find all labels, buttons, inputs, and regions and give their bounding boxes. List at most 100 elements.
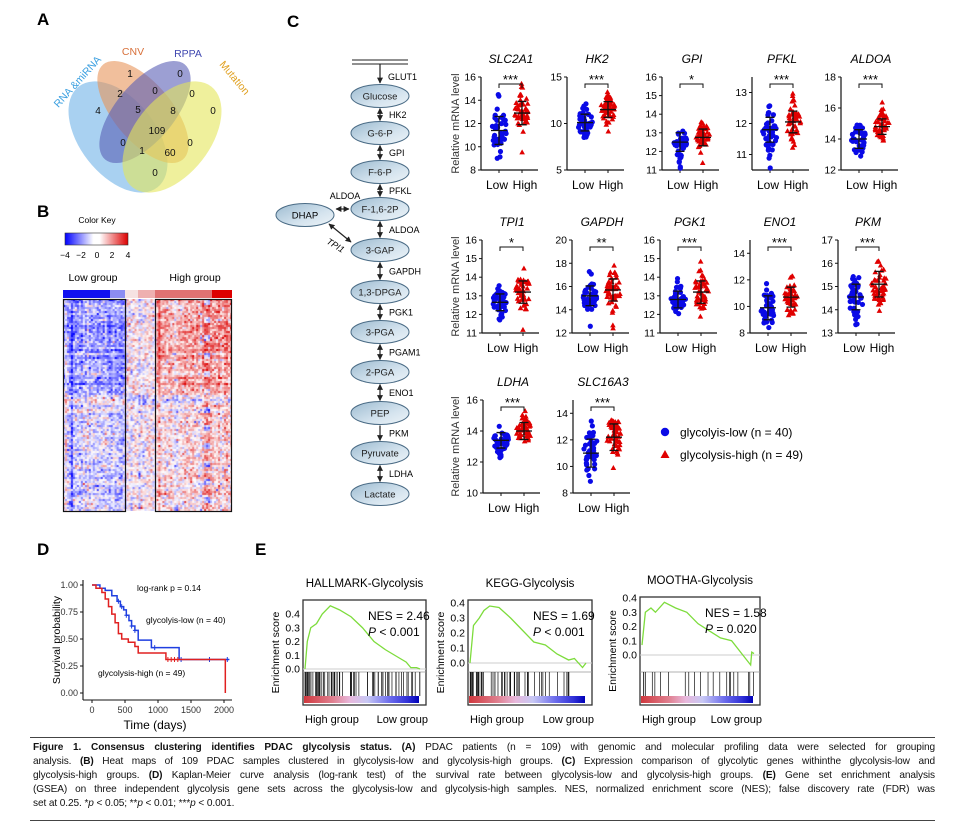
scatter-chart-pkm: 13 14 15 16 17 PKM Low High *** — [821, 215, 895, 355]
data-point-low — [502, 307, 509, 314]
data-point-high — [878, 110, 885, 116]
data-point-high — [604, 294, 610, 300]
data-point-low — [847, 298, 853, 305]
data-point-low — [850, 286, 856, 292]
data-point-high — [703, 279, 710, 285]
data-point-low — [588, 271, 594, 277]
x-tick-label: Low — [578, 501, 600, 515]
y-tick-label: 0.4 — [622, 593, 637, 605]
y-tick-label: 10 — [466, 488, 478, 500]
scatter-chart-pgk1: 11 12 13 14 15 16 PGK1 Low High *** — [643, 215, 717, 355]
venn-count: 1 — [127, 69, 133, 80]
x-tick-label: High — [513, 178, 538, 192]
data-point-low — [681, 130, 688, 136]
data-point-low — [498, 121, 504, 127]
data-point-low — [763, 281, 770, 287]
data-point-high — [523, 413, 529, 419]
y-tick-label: 0.2 — [285, 636, 300, 648]
y-tick-label: 14 — [464, 95, 476, 107]
data-point-high — [604, 89, 611, 95]
data-point-low — [592, 289, 599, 295]
y-tick-label: 15 — [643, 253, 655, 265]
x-tick-label: Low — [572, 178, 594, 192]
data-point-high — [883, 275, 889, 281]
data-point-low — [678, 152, 684, 158]
caption-line: (GSEA) on three independent glycolysis g… — [33, 783, 935, 797]
data-point-low — [683, 137, 690, 143]
venn-count: 0 — [210, 106, 216, 117]
data-point-low — [764, 287, 770, 293]
y-tick-label: 17 — [821, 235, 833, 247]
y-tick-label: 16 — [464, 72, 476, 84]
data-point-high — [515, 298, 522, 304]
p-symbol: P — [705, 622, 713, 636]
data-point-low — [853, 316, 859, 323]
data-point-low — [767, 165, 773, 171]
data-point-high — [697, 258, 704, 264]
color-key-tick: −4 — [60, 250, 70, 260]
y-axis-label: Enrichment score — [270, 611, 282, 693]
significance-bracket — [769, 83, 794, 88]
data-point-high — [610, 322, 616, 328]
y-tick-label: 0.1 — [285, 650, 300, 662]
data-point-high — [784, 306, 791, 312]
scatter-chart-slc2a1: 8 10 12 14 16 SLC2A1 Relative mRNA level Low Hig… — [450, 52, 538, 192]
x-tick-label: Low — [667, 178, 689, 192]
enzyme-label: GAPDH — [389, 267, 421, 277]
data-point-low — [496, 283, 502, 289]
data-point-high — [879, 291, 886, 297]
x-tick-label: 0 — [89, 705, 94, 715]
data-point-low — [856, 275, 862, 281]
x-tick-label: Low — [487, 341, 509, 355]
data-point-low — [858, 153, 864, 159]
x-tick-label: High — [784, 178, 809, 192]
y-tick-label: 0.3 — [622, 607, 637, 619]
data-point-low — [770, 141, 776, 148]
data-point-high — [607, 94, 614, 100]
y-tick-label: 0.50 — [60, 634, 78, 644]
data-point-low — [677, 285, 684, 291]
glycolysis-pathway: GLUT1 Glucose HK2 G-6-P GPI F-6-P PFKL F-1,6-2P… — [275, 59, 421, 506]
y-tick-label: 16 — [466, 395, 478, 407]
chart-title: HK2 — [585, 52, 609, 66]
scatter-chart-slc16a3: 8 10 12 14 SLC16A3 Low High *** — [556, 375, 630, 515]
data-point-high — [515, 113, 522, 119]
y-tick-label: 14 — [555, 304, 567, 316]
data-point-low — [766, 110, 772, 116]
high-group-label: High group — [169, 272, 221, 284]
data-point-low — [581, 446, 587, 452]
survival-curve-high — [92, 584, 227, 693]
caption-text: glycolysis-high groups. — [33, 770, 149, 781]
x-tick-label: 1000 — [148, 705, 168, 715]
y-tick-label: 14 — [733, 248, 745, 260]
caption-line: analysis. (B) Heat maps of 109 PDAC samp… — [33, 755, 935, 769]
y-tick-label: 16 — [643, 235, 655, 247]
legend-low-label: glycolyis-low (n = 40) — [680, 426, 792, 440]
data-point-low — [593, 452, 599, 459]
data-point-high — [616, 293, 623, 299]
x-label-low: Low group — [543, 714, 594, 726]
data-point-high — [792, 306, 798, 312]
y-tick-label: 14 — [645, 109, 657, 121]
data-point-high — [516, 432, 523, 438]
data-point-high — [605, 128, 612, 134]
data-point-high — [516, 102, 523, 108]
data-point-low — [760, 311, 766, 318]
panel-label-a: A — [37, 10, 49, 29]
data-point-high — [791, 282, 798, 288]
y-axis-label: Relative mRNA level — [450, 396, 462, 496]
data-point-low — [582, 287, 589, 293]
chart-title: SLC16A3 — [577, 375, 629, 389]
y-tick-label: 14 — [643, 272, 655, 284]
data-point-high — [604, 284, 611, 290]
caption-text: PDAC patients (n = 109) with genomic and… — [415, 742, 935, 753]
data-point-high — [603, 95, 610, 101]
y-tick-label: 10 — [464, 141, 476, 153]
figure-caption: Figure 1. Consensus clustering identifie… — [33, 741, 935, 811]
y-tick-label: 16 — [821, 258, 833, 270]
chart-title: LDHA — [497, 375, 529, 389]
y-tick-label: 15 — [645, 90, 657, 102]
data-point-low — [765, 120, 771, 126]
data-point-high — [880, 283, 887, 289]
censor-mark — [129, 623, 134, 629]
